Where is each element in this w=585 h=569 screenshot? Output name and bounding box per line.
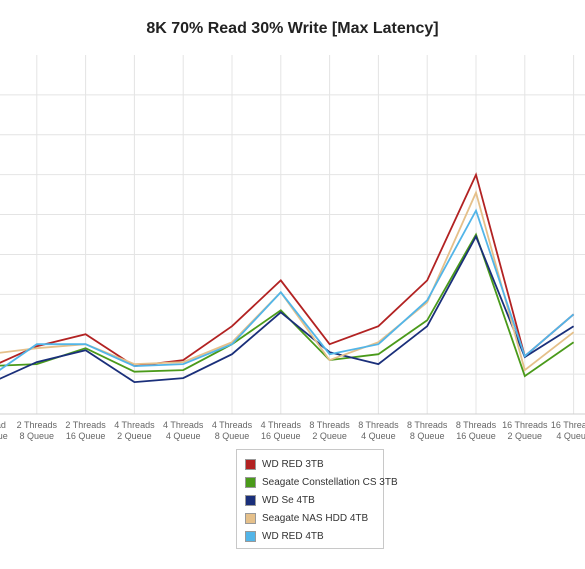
- x-tick-label: 2 Threads 8 Queue: [17, 420, 58, 441]
- grid: [0, 55, 585, 415]
- legend-label: WD RED 3TB: [262, 458, 324, 470]
- legend-label: Seagate NAS HDD 4TB: [262, 512, 369, 524]
- x-tick-label: 4 Threads 16 Queue: [261, 420, 302, 441]
- legend-item: WD RED 4TB: [245, 527, 383, 545]
- legend-label: WD Se 4TB: [262, 494, 315, 506]
- series-line-2: [0, 232, 575, 378]
- legend-item: WD Se 4TB: [245, 491, 383, 509]
- series-line-1: [0, 172, 575, 368]
- legend-swatch: [245, 458, 256, 470]
- x-tick-label: 4 Threads 4 Queue: [163, 420, 204, 441]
- legend: WD RED 3TB Seagate Constellation CS 3TB WD…: [236, 449, 398, 549]
- legend-label: WD RED 4TB: [262, 530, 324, 542]
- x-tick-label: 2 Threads 16 Queue: [65, 420, 106, 441]
- series-line-5: [0, 208, 575, 371]
- series-group: [0, 172, 575, 384]
- legend-swatch: [245, 512, 256, 524]
- x-tick-label: 1 Thread16 Queue: [0, 420, 8, 441]
- series-line-3: [0, 234, 575, 384]
- x-tick-label: 4 Threads 2 Queue: [114, 420, 155, 441]
- legend-label: Seagate Constellation CS 3TB: [262, 476, 398, 488]
- legend-item: Seagate Constellation CS 3TB: [245, 473, 398, 491]
- legend-swatch: [245, 530, 256, 542]
- legend-item: Seagate NAS HDD 4TB: [245, 509, 383, 527]
- x-tick-label: 8 Threads 16 Queue: [456, 420, 497, 441]
- x-tick-label: 8 Threads 4 Queue: [358, 420, 399, 441]
- x-tick-label: 16 Threads 2 Queue: [502, 420, 548, 441]
- legend-swatch: [245, 494, 256, 506]
- x-tick-label: 8 Threads 2 Queue: [309, 420, 350, 441]
- legend-swatch: [245, 476, 256, 488]
- chart-title: 8K 70% Read 30% Write [Max Latency]: [146, 20, 439, 37]
- legend-item: WD RED 3TB: [245, 455, 383, 473]
- x-tick-label: 8 Threads 8 Queue: [407, 420, 448, 441]
- x-tick-label: 4 Threads 8 Queue: [212, 420, 253, 441]
